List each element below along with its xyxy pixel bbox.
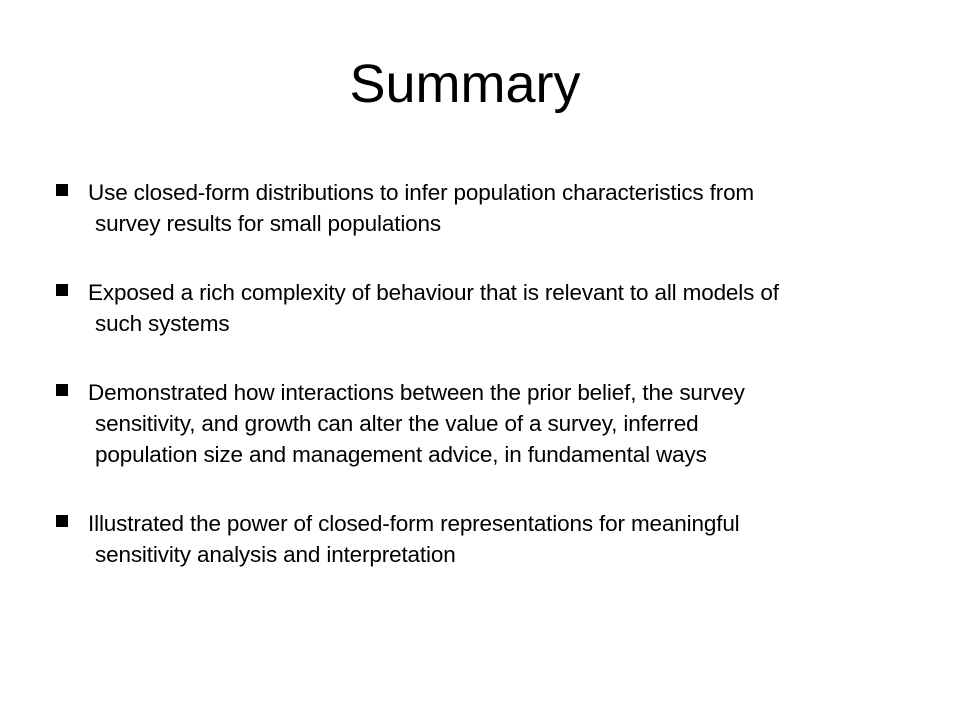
bullet-text-line: Demonstrated how interactions between th…	[88, 380, 745, 405]
slide-title: Summary	[349, 54, 581, 114]
square-bullet-icon	[56, 384, 68, 396]
bullet-text-line: Exposed a rich complexity of behaviour t…	[88, 280, 779, 305]
square-bullet-icon	[56, 284, 68, 296]
bullet-item: Illustrated the power of closed-form rep…	[56, 508, 936, 570]
bullet-text-line: population size and management advice, i…	[95, 442, 707, 467]
bullet-text-line: such systems	[95, 311, 230, 336]
bullet-text-line: sensitivity analysis and interpretation	[95, 542, 456, 567]
bullet-text-line: survey results for small populations	[95, 211, 441, 236]
square-bullet-icon	[56, 515, 68, 527]
bullet-item: Demonstrated how interactions between th…	[56, 377, 936, 470]
bullet-item: Use closed-form distributions to infer p…	[56, 177, 936, 239]
bullet-text-line: sensitivity, and growth can alter the va…	[95, 411, 699, 436]
square-bullet-icon	[56, 184, 68, 196]
bullet-list: Use closed-form distributions to infer p…	[56, 177, 936, 608]
bullet-text-line: Use closed-form distributions to infer p…	[88, 180, 755, 205]
bullet-item: Exposed a rich complexity of behaviour t…	[56, 277, 936, 339]
bullet-text-line: Illustrated the power of closed-form rep…	[88, 511, 740, 536]
